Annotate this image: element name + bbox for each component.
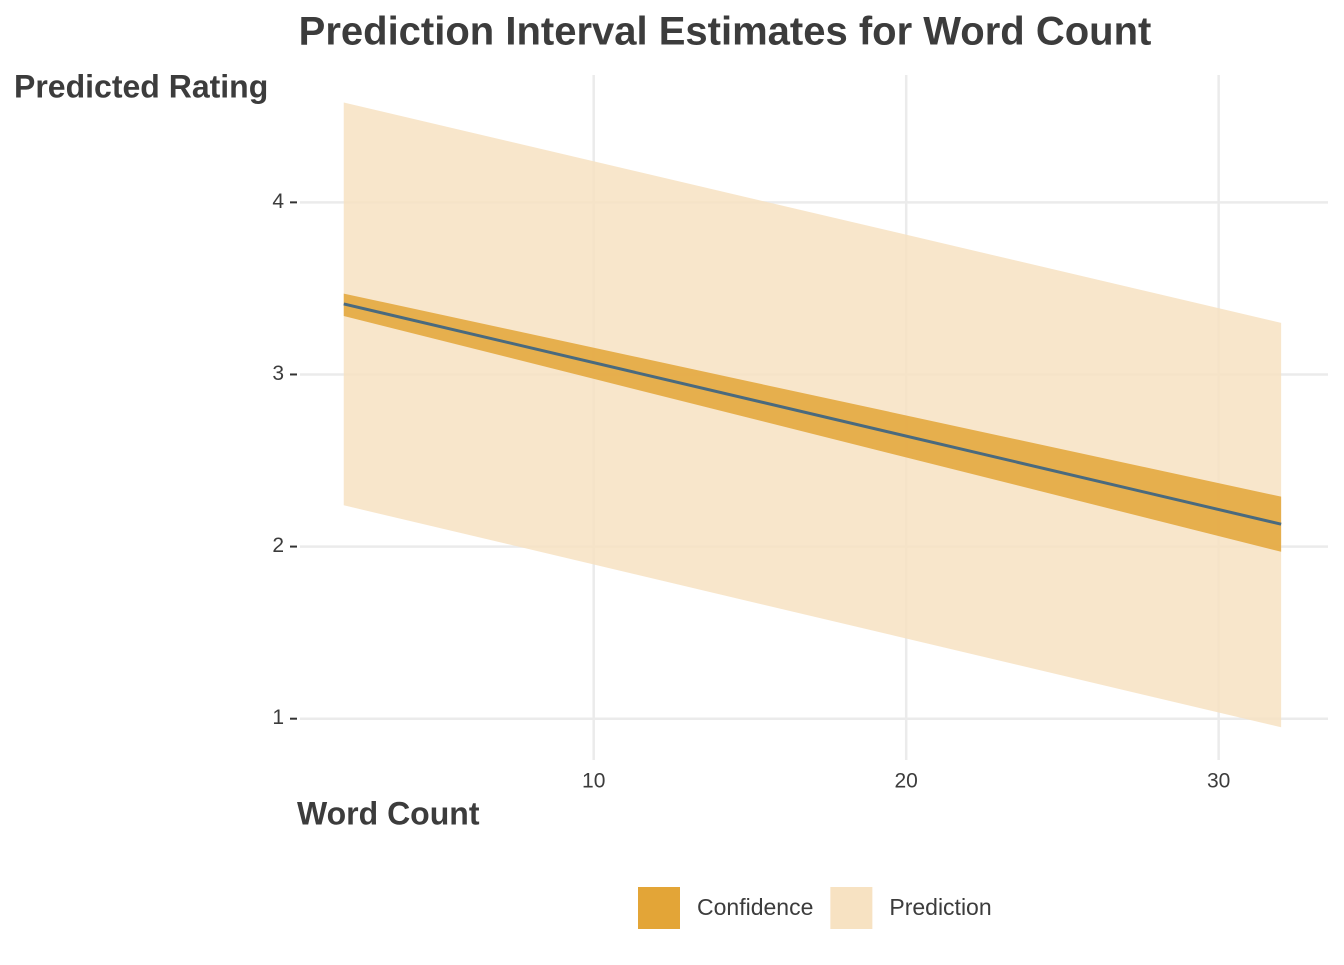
chart-title: Prediction Interval Estimates for Word C… [299,10,1152,54]
y-tick-label: 1 [272,706,284,729]
fit-line [343,302,1282,526]
x-tick-label: 20 [894,770,917,793]
x-tick-label: 10 [582,770,605,793]
y-tick-label: 4 [272,190,284,213]
legend-swatch [638,887,680,929]
legend-label: Confidence [697,894,813,920]
y-axis-label: Predicted Rating [14,68,268,104]
x-tick-label: 30 [1207,770,1230,793]
legend-swatch [830,887,873,929]
y-tick-label: 2 [272,534,284,557]
y-tick-label: 3 [272,362,284,385]
legend-label: Prediction [889,894,991,920]
x-axis-label: Word Count [297,795,480,831]
